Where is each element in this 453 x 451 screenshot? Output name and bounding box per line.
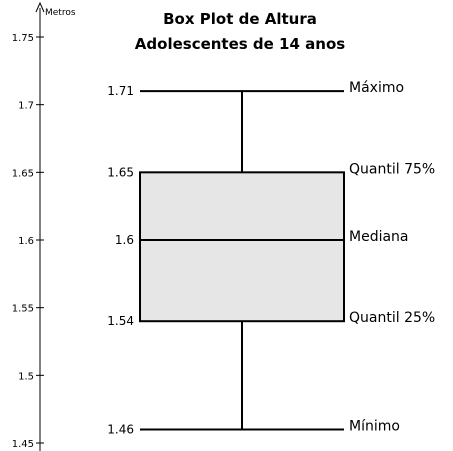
iqr-box: [139, 171, 345, 323]
y-ticks: 1.45 1.5 1.55 1.6 1.65 1.7 1.75: [12, 33, 44, 450]
y-tick-label: 1.55: [12, 304, 34, 315]
y-axis-title: Metros: [45, 8, 76, 18]
stat-label-q3: Quantil 75%: [349, 161, 435, 177]
value-label-min: 1.46: [107, 422, 134, 436]
value-label-max: 1.71: [107, 84, 134, 98]
y-tick-label: 1.6: [18, 236, 34, 247]
y-tick-label: 1.65: [12, 168, 34, 179]
y-axis-arrow-icon: [35, 1, 45, 13]
stat-label-median: Mediana: [349, 229, 409, 245]
stat-label-min: Mínimo: [349, 418, 400, 434]
stat-label-max: Máximo: [349, 80, 404, 96]
box-plot: [139, 90, 345, 431]
chart-subtitle: Adolescentes de 14 anos: [135, 35, 345, 53]
y-tick-label: 1.45: [12, 439, 34, 450]
y-tick-label: 1.75: [12, 33, 34, 44]
chart-title: Box Plot de Altura: [163, 10, 317, 28]
y-axis: Metros: [35, 1, 76, 451]
y-tick-label: 1.7: [18, 101, 34, 112]
value-label-q1: 1.54: [107, 314, 134, 328]
box-plot-labels: 1.71 Máximo 1.65 Quantil 75% 1.6 Mediana 1.54 Q…: [107, 80, 435, 436]
value-label-q3: 1.65: [107, 165, 134, 179]
value-label-median: 1.6: [115, 233, 134, 247]
stat-label-q1: Quantil 25%: [349, 310, 435, 326]
y-tick-label: 1.5: [18, 371, 34, 382]
